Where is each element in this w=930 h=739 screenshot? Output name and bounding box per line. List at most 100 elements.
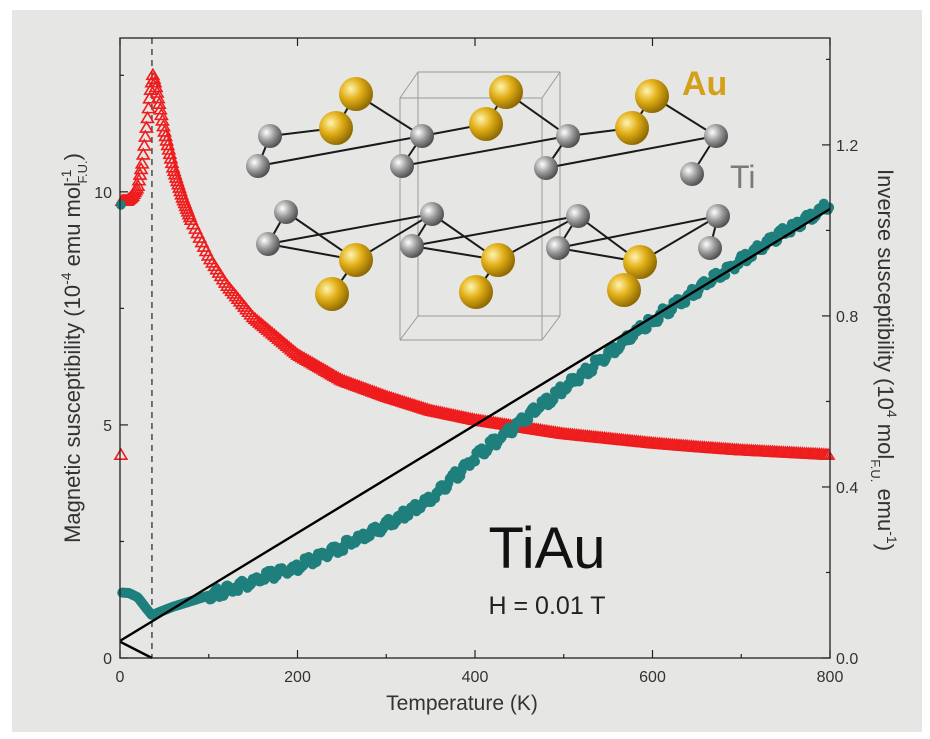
susceptibility-point — [142, 91, 158, 104]
x-tick-label: 200 — [284, 669, 311, 686]
ti-atom — [410, 124, 434, 148]
right-y-tick-label: 0.8 — [836, 309, 858, 326]
au-atom — [459, 275, 493, 309]
left-y-tick-label: 10 — [94, 185, 112, 202]
bond — [411, 215, 579, 247]
susceptibility-point — [143, 82, 159, 96]
susceptibility-point — [150, 91, 166, 104]
au-atom — [615, 111, 649, 145]
susceptibility-point — [141, 101, 156, 114]
bond — [557, 215, 719, 249]
inverse-point — [641, 323, 652, 334]
inverse-point — [115, 199, 126, 210]
svg-text:Magnetic susceptibility (10-4: Magnetic susceptibility (10-4 emu mol-1F… — [58, 153, 90, 543]
ti-atom — [258, 124, 282, 148]
au-atom — [481, 243, 515, 277]
ti-atom — [420, 202, 444, 226]
left-y-tick-label: 0 — [103, 651, 112, 668]
susceptibility-point — [156, 119, 171, 132]
ti-atom — [566, 204, 590, 228]
au-atom — [339, 77, 373, 111]
compound-label: TiAu — [488, 516, 605, 581]
susceptibility-point — [820, 447, 836, 460]
susceptibility-point — [151, 96, 167, 109]
susceptibility-point — [134, 156, 150, 169]
ti-atom — [556, 124, 580, 148]
bond — [257, 135, 423, 167]
au-label: Au — [682, 65, 727, 103]
susceptibility-point — [157, 124, 172, 137]
x-tick-label: 600 — [639, 669, 666, 686]
au-atom — [607, 273, 641, 307]
unit-cell-edge — [541, 315, 561, 341]
susceptibility-point — [159, 133, 175, 146]
curie-weiss-fit-line — [119, 208, 831, 642]
ti-atom — [534, 156, 558, 180]
unit-cell-edge — [541, 71, 561, 99]
au-atom — [635, 79, 669, 113]
au-atom — [319, 111, 353, 145]
ti-atom — [698, 236, 722, 260]
susceptibility-series — [113, 67, 836, 461]
x-tick-label: 0 — [116, 669, 125, 686]
susceptibility-point — [149, 85, 165, 98]
bond — [267, 213, 433, 245]
x-tick-label: 400 — [462, 669, 489, 686]
ti-atom — [706, 204, 730, 228]
susceptibility-point — [153, 107, 169, 121]
susceptibility-point — [161, 142, 177, 155]
ti-atom — [256, 232, 280, 256]
bond — [401, 135, 569, 167]
susceptibility-point — [139, 120, 154, 133]
right-axis-label: Inverse susceptibility (104 molF.U. emu-… — [868, 169, 900, 551]
left-axis-label: Magnetic susceptibility (10-4 emu mol-1F… — [58, 153, 90, 543]
susceptibility-point — [148, 79, 164, 93]
ti-atom — [704, 124, 728, 148]
right-y-tick-label: 0.4 — [836, 480, 858, 497]
susceptibility-point — [164, 155, 180, 169]
susceptibility-point — [163, 151, 179, 164]
low-temperature-line — [119, 640, 153, 660]
susceptibility-point — [152, 102, 168, 115]
axes-layer: 0 200 400 600 800 0 5 10 0.0 0.4 0.8 1.2 — [94, 38, 858, 686]
x-axis-label: Temperature (K) — [386, 692, 538, 715]
crystal-structure-inset — [246, 71, 730, 341]
ti-atom — [546, 236, 570, 260]
au-atom — [623, 245, 657, 279]
susceptibility-point — [146, 71, 162, 84]
ti-atom — [246, 154, 270, 178]
inverse-susceptibility-series — [115, 198, 835, 620]
ti-atom — [390, 154, 414, 178]
ti-atom — [680, 162, 704, 186]
susceptibility-point — [160, 137, 176, 151]
susceptibility-point — [113, 447, 129, 461]
au-atom — [315, 277, 349, 311]
susceptibility-point — [162, 146, 178, 160]
au-atom — [469, 107, 503, 141]
series-layer — [113, 38, 836, 660]
bond — [545, 135, 717, 169]
unit-cell-edge — [399, 71, 419, 99]
susceptibility-point — [135, 147, 151, 160]
x-tick-label: 800 — [817, 669, 844, 686]
susceptibility-point — [155, 113, 170, 126]
au-atom — [489, 75, 523, 109]
ti-atom — [400, 234, 424, 258]
susceptibility-point — [147, 75, 163, 88]
chart-svg: 0 200 400 600 800 0 5 10 0.0 0.4 0.8 1.2 Magnetic s… — [58, 37, 900, 715]
field-label: H = 0.01 T — [489, 592, 606, 620]
inverse-point — [470, 456, 480, 467]
figure-panel: 0 200 400 600 800 0 5 10 0.0 0.4 0.8 1.2 Magnetic s… — [12, 10, 922, 732]
right-y-tick-label: 0.0 — [836, 651, 858, 668]
susceptibility-point — [137, 129, 153, 142]
right-y-tick-label: 1.2 — [836, 138, 858, 155]
susceptibility-point — [136, 138, 152, 151]
au-atom — [339, 243, 373, 277]
left-y-tick-label: 5 — [103, 418, 112, 435]
susceptibility-point — [140, 110, 155, 124]
unit-cell-edge — [399, 315, 419, 341]
susceptibility-point — [158, 128, 174, 142]
ti-label: Ti — [730, 159, 755, 195]
svg-text:Inverse susceptibility (104 mo: Inverse susceptibility (104 molF.U. emu-… — [868, 169, 900, 551]
ti-atom — [274, 200, 298, 224]
